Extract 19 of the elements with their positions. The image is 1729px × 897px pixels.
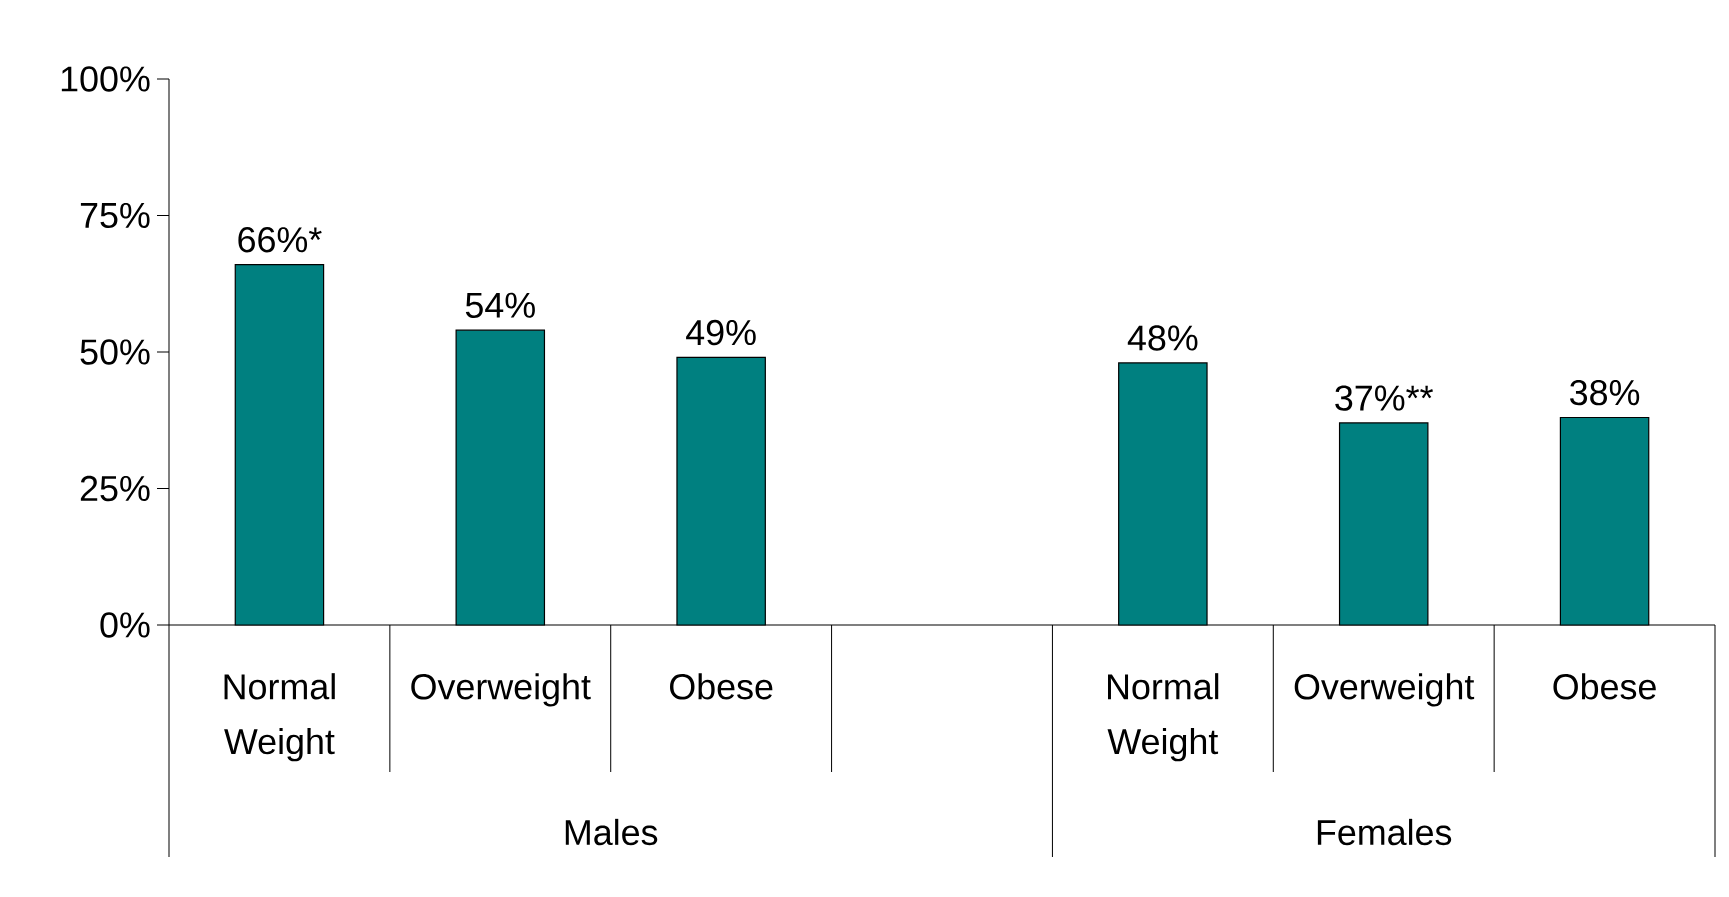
data-label: 49%	[686, 319, 756, 346]
x-tick-label: Overweight	[411, 673, 591, 707]
data-label: 37%**	[1335, 385, 1433, 411]
y-tick-label: 0%	[100, 612, 150, 638]
data-label: 38%	[1570, 379, 1640, 406]
x-tick-label: Obese	[1553, 673, 1656, 700]
data-label: 48%	[1127, 325, 1198, 351]
y-tick-label: 100%	[61, 66, 150, 92]
x-tick-label: Normal Weight	[224, 673, 335, 762]
y-tick-label: 25%	[80, 475, 150, 502]
text: Females	[1317, 818, 1452, 846]
data-label: 66%*	[238, 227, 322, 253]
y-tick-label: 75%	[80, 202, 150, 229]
y-tick-label: 50%	[80, 339, 150, 365]
x-tick-label: Obese	[670, 673, 773, 700]
x-tick-label: Overweight	[1294, 673, 1475, 707]
x-tick-label: Normal Weight	[1107, 673, 1219, 762]
text: Males	[565, 818, 658, 846]
data-label: 54%	[465, 292, 535, 318]
